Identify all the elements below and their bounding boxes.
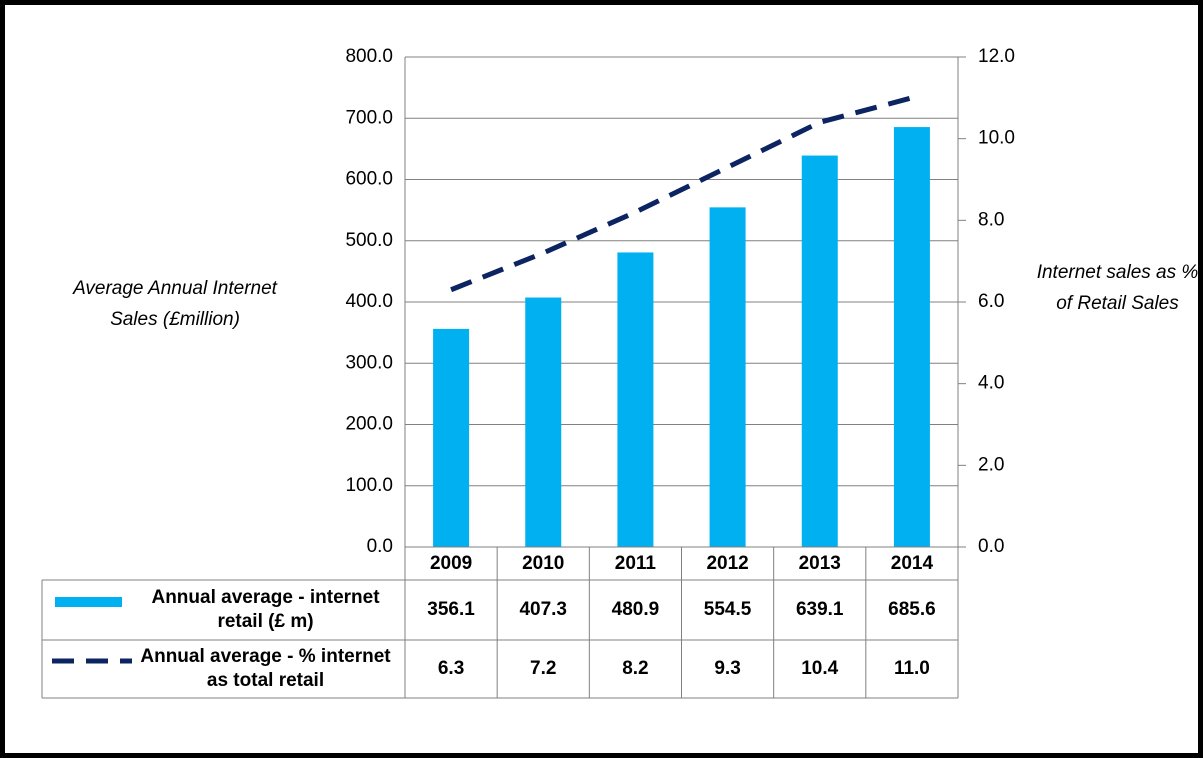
y-tick-label: 800.0 xyxy=(345,46,393,67)
y-tick-label: 0.0 xyxy=(367,536,393,557)
y-tick-label: 200.0 xyxy=(345,414,393,435)
table-value: 8.2 xyxy=(622,658,649,679)
bar xyxy=(893,127,930,547)
table-value: 10.4 xyxy=(801,658,839,679)
table-header: 2011 xyxy=(614,552,657,574)
bar xyxy=(801,155,838,547)
y2-tick-label: 10.0 xyxy=(978,128,1015,149)
bar xyxy=(709,207,746,547)
table-value: 11.0 xyxy=(893,658,930,679)
table-header: 2013 xyxy=(798,552,841,574)
y2-tick-label: 4.0 xyxy=(978,373,1004,394)
table-header: 2012 xyxy=(706,552,749,574)
table-value: 6.3 xyxy=(437,658,465,679)
y-tick-label: 100.0 xyxy=(345,475,393,496)
table-value: 639.1 xyxy=(795,599,844,620)
y2-tick-label: 2.0 xyxy=(978,454,1004,475)
legend-swatch xyxy=(55,597,122,607)
table-value: 554.5 xyxy=(703,599,752,620)
table-header: 2009 xyxy=(429,552,473,574)
y2-tick-label: 0.0 xyxy=(978,536,1004,557)
table-value: 356.1 xyxy=(427,599,475,620)
line-series xyxy=(450,95,913,293)
bar xyxy=(525,297,562,547)
y2-tick-label: 12.0 xyxy=(978,46,1015,67)
bar xyxy=(617,252,654,548)
y-tick-label: 700.0 xyxy=(345,107,393,128)
legend-label: Annual average - internet retail (£ m) xyxy=(151,587,380,632)
y-tick-label: 300.0 xyxy=(345,352,393,373)
table-value: 407.3 xyxy=(519,599,567,620)
y-tick-label: 400.0 xyxy=(345,291,393,312)
y2-tick-label: 6.0 xyxy=(978,291,1004,312)
y-tick-label: 500.0 xyxy=(345,230,393,251)
table-value: 685.6 xyxy=(888,599,936,620)
table-value: 9.3 xyxy=(714,658,741,679)
table-value: 7.2 xyxy=(530,658,557,679)
table-value: 480.9 xyxy=(611,599,660,620)
table-header: 2010 xyxy=(522,552,565,574)
table-header: 2014 xyxy=(890,552,934,574)
y2-tick-label: 8.0 xyxy=(978,209,1004,230)
legend-label: Annual average - % internet as total ret… xyxy=(140,646,391,691)
y-tick-label: 600.0 xyxy=(345,169,393,190)
y-axis-label: Average Annual Internet Sales (£million) xyxy=(73,278,277,330)
bar xyxy=(433,328,470,547)
y2-axis-label: Internet sales as % of Retail Sales xyxy=(1036,262,1199,314)
